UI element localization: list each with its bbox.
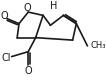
Text: O: O: [0, 11, 8, 21]
Text: O: O: [24, 3, 31, 13]
Text: CH₃: CH₃: [90, 41, 106, 50]
Text: Cl: Cl: [1, 53, 11, 63]
Text: O: O: [24, 66, 32, 76]
Text: H: H: [50, 1, 57, 11]
